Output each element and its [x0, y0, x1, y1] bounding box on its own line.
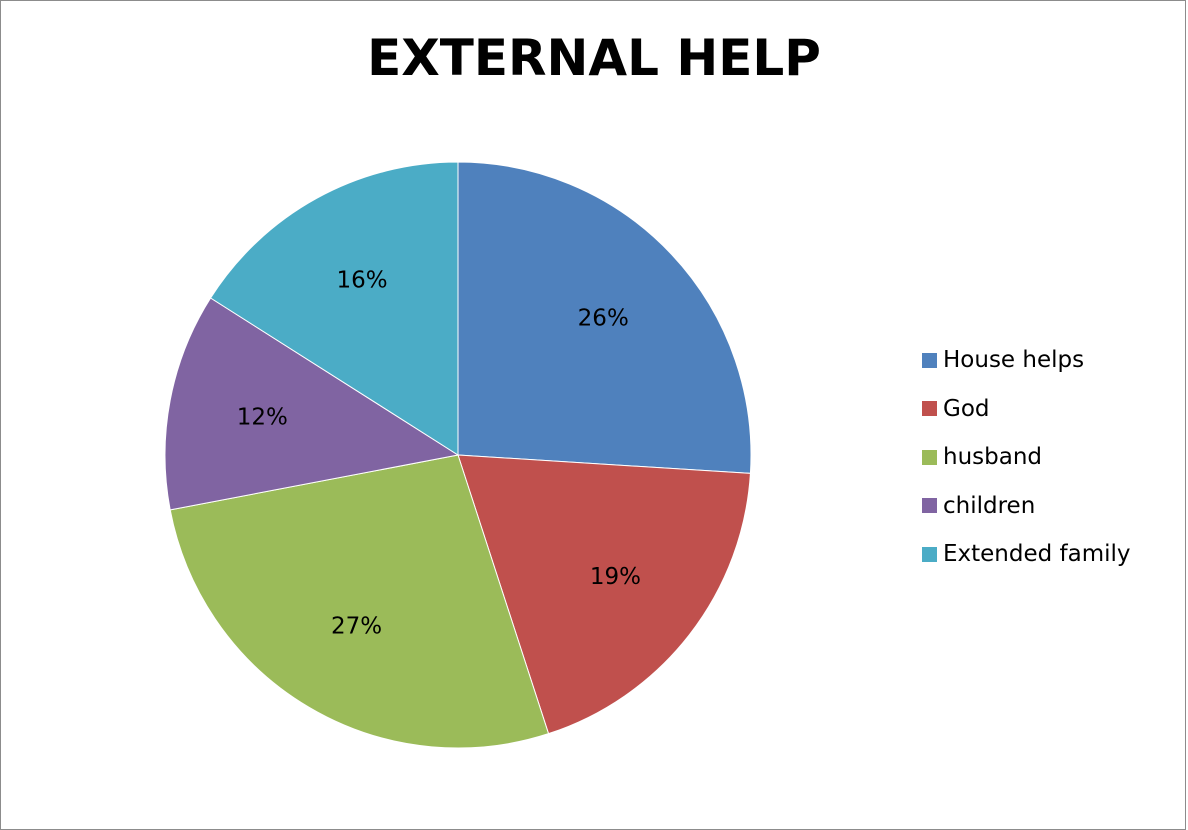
pie-data-label: 16% [336, 267, 387, 293]
pie-slice-husband [169, 454, 550, 749]
pie-data-labels: 26% 19% 27% 12% 16% [237, 267, 641, 639]
chart-title: EXTERNAL HELP [367, 29, 821, 87]
legend-item: children [922, 482, 1131, 531]
pie-slice-god [457, 454, 751, 735]
legend-item: Extended family [922, 530, 1131, 579]
pie-data-label: 26% [578, 306, 629, 332]
pie-slice-children [164, 297, 460, 511]
legend-item: husband [922, 433, 1131, 482]
legend-item: House helps [922, 336, 1131, 385]
pie-data-label: 12% [237, 405, 288, 431]
legend-label: God [943, 395, 990, 422]
legend-label: House helps [943, 347, 1085, 374]
legend-label: Extended family [943, 541, 1131, 568]
legend-swatch [922, 401, 937, 417]
legend-swatch [922, 546, 937, 562]
legend: House helps God husband children Extended fa… [922, 336, 1131, 579]
pie-slice-house-helps [457, 161, 752, 474]
legend-item: God [922, 385, 1131, 434]
legend-label: husband [943, 444, 1043, 471]
legend-swatch [922, 449, 937, 465]
legend-label: children [943, 492, 1036, 519]
pie-slice-extended-family [209, 161, 459, 456]
legend-swatch [922, 352, 937, 368]
pie-data-label: 27% [331, 613, 382, 639]
pie-slices [164, 161, 752, 749]
pie-data-label: 19% [590, 564, 641, 590]
legend-swatch [922, 498, 937, 514]
